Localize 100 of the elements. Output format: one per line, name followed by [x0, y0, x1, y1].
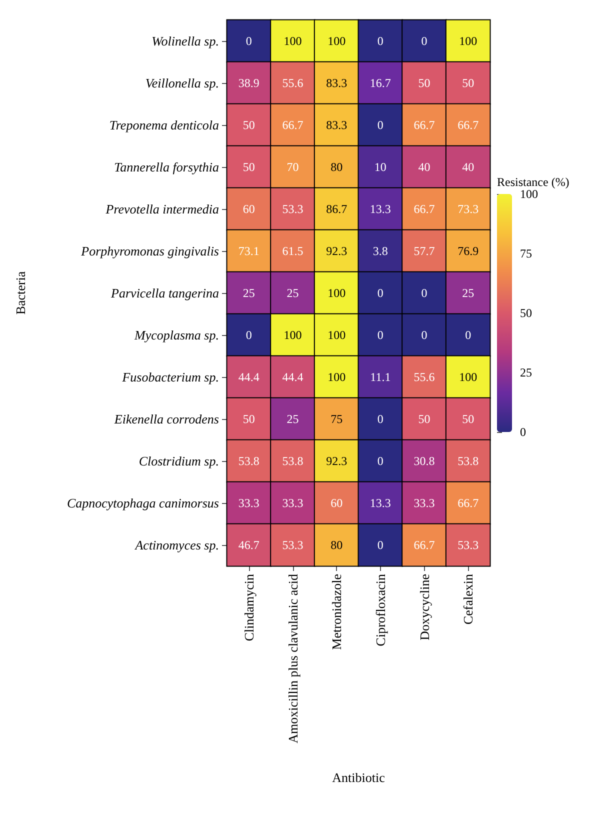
data-label: 100 — [284, 34, 302, 48]
data-label: 50 — [462, 412, 474, 426]
data-label: 83.3 — [326, 76, 348, 90]
x-axis-title: Antibiotic — [332, 770, 386, 785]
data-label: 40 — [418, 160, 430, 174]
y-tick-label: Mycoplasma sp. — [134, 328, 219, 342]
data-label: 53.3 — [282, 538, 304, 552]
data-label: 50 — [242, 118, 255, 132]
data-label: 33.3 — [238, 496, 260, 510]
data-label: 76.9 — [458, 244, 479, 258]
y-tick-label: Prevotella intermedia — [104, 202, 220, 216]
color-bar-label: 50 — [520, 306, 532, 320]
data-label: 100 — [328, 34, 346, 48]
x-tick-label: Cefalexin — [460, 574, 476, 625]
data-label: 100 — [328, 286, 346, 300]
y-tick-label: Wolinella sp. — [152, 34, 219, 48]
data-label: 53.3 — [282, 202, 304, 216]
y-axis-title: Bacteria — [13, 271, 28, 315]
data-label: 25 — [286, 286, 299, 300]
data-label: 44.4 — [238, 370, 260, 384]
data-label: 100 — [459, 34, 478, 48]
data-label: 50 — [462, 76, 474, 90]
data-label: 0 — [421, 286, 428, 300]
data-label: 100 — [328, 370, 346, 384]
y-tick-label: Veillonella sp. — [145, 76, 219, 90]
data-label: 73.1 — [238, 244, 260, 258]
data-label: 100 — [284, 328, 302, 342]
data-label: 60 — [242, 202, 255, 216]
data-label: 10 — [374, 160, 386, 174]
data-label: 83.3 — [326, 118, 348, 132]
data-label: 0 — [246, 328, 252, 342]
data-label: 0 — [377, 538, 384, 552]
x-tick-label: Clindamycin — [241, 574, 256, 642]
data-label: 13.3 — [370, 496, 391, 510]
data-label: 46.7 — [238, 538, 260, 552]
data-label: 0 — [377, 34, 384, 48]
data-label: 0 — [465, 328, 472, 342]
data-label: 66.7 — [414, 118, 435, 132]
data-label: 0 — [377, 412, 384, 426]
data-label: 25 — [286, 412, 299, 426]
data-label: 0 — [377, 286, 384, 300]
data-label: 55.6 — [414, 370, 435, 384]
data-label: 33.3 — [414, 496, 435, 510]
data-label: 61.5 — [282, 244, 304, 258]
data-label: 70 — [286, 160, 299, 174]
data-label: 57.7 — [414, 244, 435, 258]
data-label: 44.4 — [282, 370, 304, 384]
data-label: 55.6 — [282, 76, 304, 90]
data-label: 0 — [377, 454, 384, 468]
y-tick-label: Parvicella tangerina — [110, 286, 220, 300]
x-tick-label: Amoxicillin plus clavulanic acid — [285, 574, 300, 744]
data-label: 50 — [242, 160, 255, 174]
data-label: 40 — [462, 160, 474, 174]
data-label: 53.8 — [458, 454, 479, 468]
y-tick-label: Actinomyces sp. — [134, 538, 219, 552]
data-label: 66.7 — [414, 202, 435, 216]
color-bar-label: 0 — [520, 425, 526, 439]
data-label: 0 — [421, 328, 428, 342]
color-bar-label: 100 — [520, 187, 538, 201]
data-label: 66.7 — [414, 538, 435, 552]
color-bar-label: 75 — [520, 246, 532, 260]
data-label: 66.7 — [458, 118, 479, 132]
data-label: 66.7 — [282, 118, 304, 132]
data-label: 80 — [330, 160, 343, 174]
data-label: 53.8 — [238, 454, 260, 468]
data-label: 0 — [377, 328, 384, 342]
data-label: 25 — [462, 286, 474, 300]
data-label: 3.8 — [372, 244, 388, 258]
data-label: 30.8 — [414, 454, 435, 468]
data-label: 60 — [330, 496, 343, 510]
y-tick-label: Fusobacterium sp. — [121, 370, 219, 384]
x-tick-label: Doxycycline — [416, 574, 432, 640]
data-label: 53.8 — [282, 454, 304, 468]
data-label: 100 — [328, 328, 346, 342]
data-label: 0 — [246, 34, 252, 48]
data-label: 0 — [377, 118, 384, 132]
y-tick-label: Treponema denticola — [109, 118, 220, 132]
data-label: 75 — [330, 412, 343, 426]
data-label: 100 — [459, 370, 478, 384]
data-label: 0 — [421, 34, 428, 48]
data-label: 13.3 — [370, 202, 391, 216]
data-label: 50 — [418, 76, 430, 90]
data-label: 38.9 — [238, 76, 260, 90]
y-tick-label: Clostridium sp. — [138, 454, 219, 468]
data-label: 50 — [418, 412, 430, 426]
data-label: 33.3 — [282, 496, 304, 510]
data-label: 92.3 — [326, 454, 348, 468]
x-tick-label: Ciprofloxacin — [372, 574, 388, 646]
data-label: 80 — [330, 538, 343, 552]
y-tick-label: Capnocytophaga canimorsus — [66, 496, 219, 510]
data-label: 25 — [242, 286, 255, 300]
y-tick-label: Tannerella forsythia — [114, 160, 220, 174]
color-bar-label: 25 — [520, 366, 532, 380]
data-label: 73.3 — [458, 202, 479, 216]
data-label: 53.3 — [458, 538, 479, 552]
data-label: 11.1 — [370, 370, 391, 384]
data-label: 66.7 — [458, 496, 479, 510]
x-tick-label: Metronidazole — [329, 574, 344, 650]
y-tick-label: Eikenella corrodens — [113, 412, 219, 426]
y-tick-label: Porphyromonas gingivalis — [80, 244, 219, 258]
